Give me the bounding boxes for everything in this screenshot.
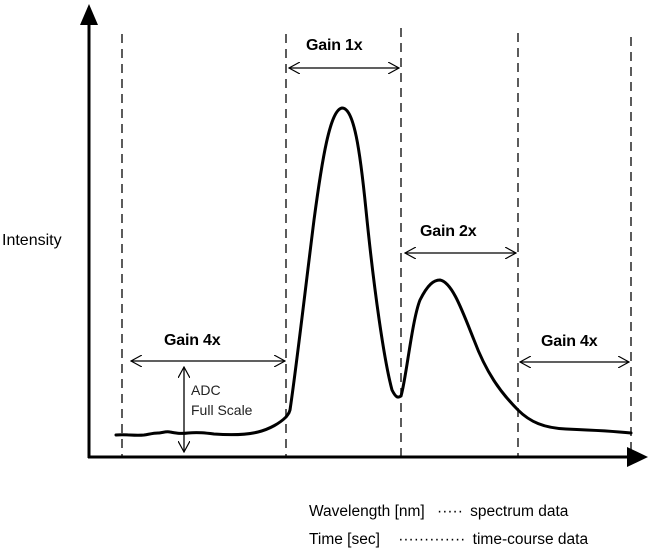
legend-axis-wavelength: Wavelength [nm] [309,503,425,520]
adc-label-line2: Full Scale [191,402,253,419]
axes [80,4,648,467]
gain-1x-label: Gain 1x [306,37,363,54]
x-axis-arrowhead-icon [627,447,648,467]
gain-arrows [131,68,629,452]
legend-row-wavelength: Wavelength [nm] ····· spectrum data [309,504,568,520]
y-axis-arrowhead-icon [80,4,98,25]
adc-label-line1: ADC [191,382,221,398]
gain-2x-label: Gain 2x [420,223,477,240]
gain-4x-left-label: Gain 4x [164,332,221,349]
legend-axis-time: Time [sec] [309,531,380,548]
legend-meaning-spectrum: spectrum data [470,503,569,520]
legend-dots-wavelength: ····· [437,503,463,520]
gain-4x-right-label: Gain 4x [541,333,598,350]
legend-dots-time: ············· [398,531,466,548]
legend-meaning-time-course: time-course data [472,531,589,548]
y-axis-label: Intensity [2,232,62,249]
adc-full-scale-label: ADC Full Scale [191,380,252,421]
region-boundaries [121,28,632,457]
legend-row-time: Time [sec] ············· time-course dat… [309,532,588,548]
